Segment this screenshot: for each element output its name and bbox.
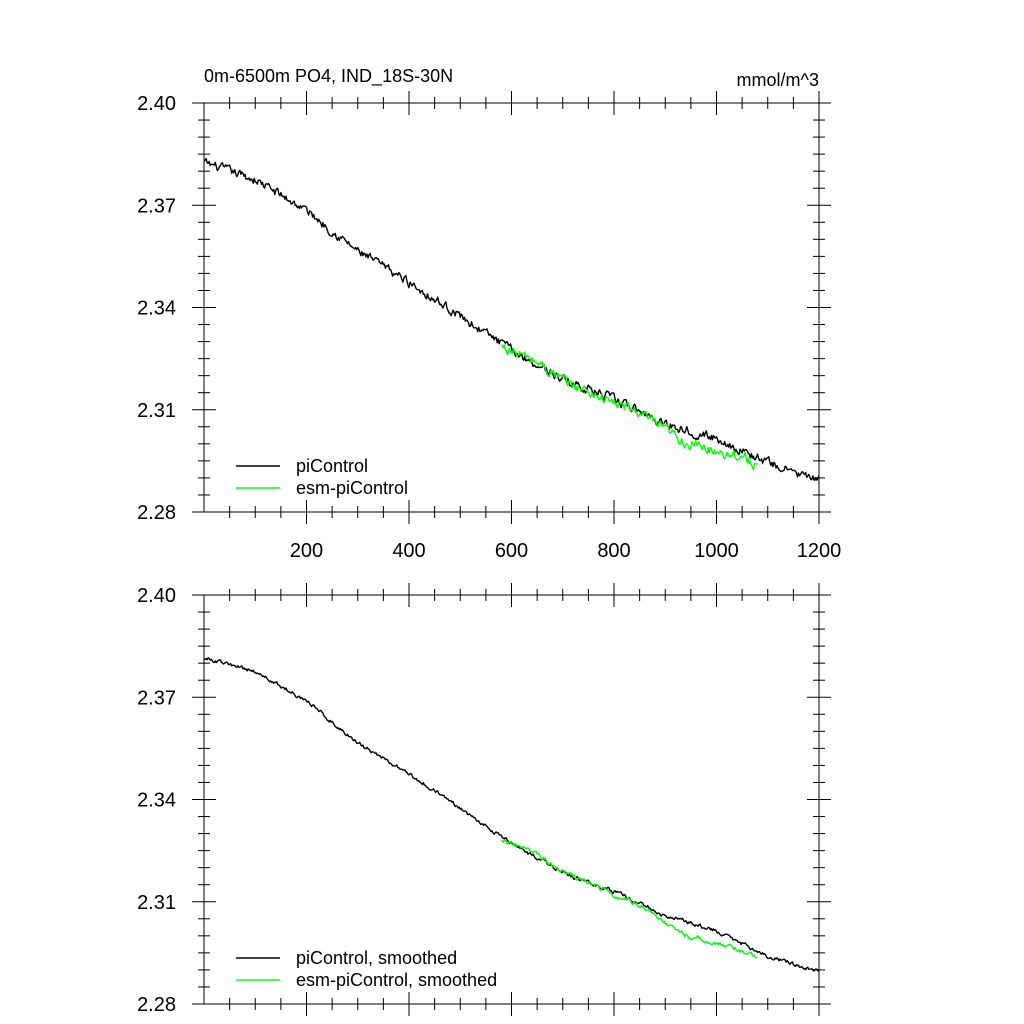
units-label: mmol/m^3	[737, 70, 819, 90]
x-tick-label: 600	[495, 540, 528, 562]
x-tick-label: 400	[392, 540, 425, 562]
series-line-esm-picontrol	[500, 344, 758, 471]
x-tick-label: 800	[597, 540, 630, 562]
y-tick-label: 2.37	[137, 687, 176, 709]
x-tick-label: 1200	[797, 540, 842, 562]
bottom-panel: 2.28 2.31 2.34 2.37 2.40 piControl, smoothede…	[137, 583, 831, 1016]
series-line-picontrol	[203, 157, 820, 481]
top-panel: 2.28 2.31 2.34 2.37 2.40 200 400 600 800 1000 1200…	[137, 91, 841, 562]
chart-title: 0m-6500m PO4, IND_18S-30N	[204, 66, 453, 87]
series-line-picontrol	[203, 657, 820, 972]
x-tick-label: 1000	[694, 540, 739, 562]
y-tick-label: 2.40	[137, 585, 176, 607]
y-tick-label: 2.40	[137, 93, 176, 115]
y-tick-label: 2.34	[137, 790, 176, 812]
legend-label: piControl	[296, 456, 368, 476]
y-tick-label: 2.31	[137, 400, 176, 422]
legend-label: piControl, smoothed	[296, 948, 457, 968]
legend-label: esm-piControl	[296, 478, 408, 498]
plot-frame	[203, 594, 820, 1005]
legend-label: esm-piControl, smoothed	[296, 970, 497, 990]
y-tick-label: 2.37	[137, 195, 176, 217]
y-tick-label: 2.28	[137, 994, 176, 1016]
y-tick-label: 2.28	[137, 502, 176, 524]
y-tick-label: 2.31	[137, 892, 176, 914]
y-tick-label: 2.34	[137, 298, 176, 320]
plot-frame	[203, 102, 820, 513]
x-tick-label: 200	[290, 540, 323, 562]
series-line-esm-picontrol	[500, 839, 758, 959]
